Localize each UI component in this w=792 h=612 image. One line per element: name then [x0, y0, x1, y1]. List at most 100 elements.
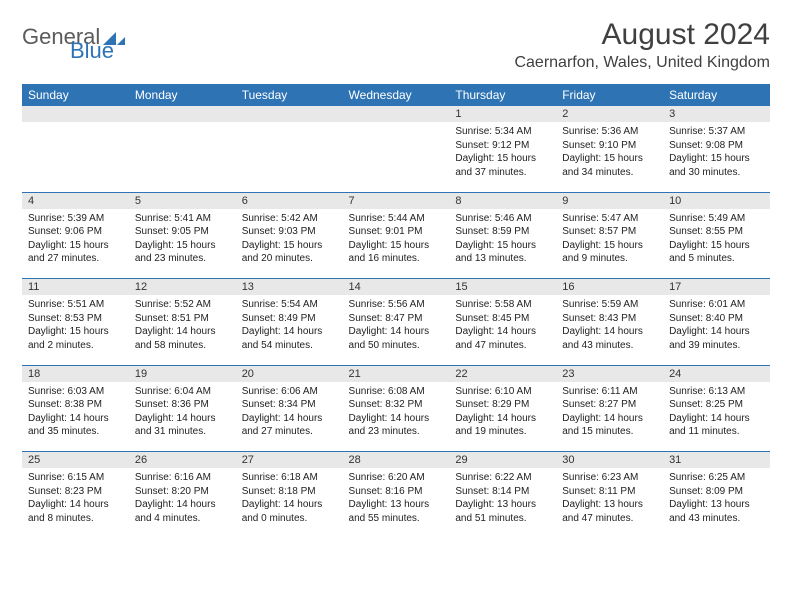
daylight-line: Daylight: 15 hours and 34 minutes.: [562, 152, 657, 179]
day-detail-cell: Sunrise: 6:13 AMSunset: 8:25 PMDaylight:…: [663, 382, 770, 452]
sunset-line: Sunset: 8:34 PM: [242, 398, 337, 412]
day-detail-cell: [129, 122, 236, 192]
day-number-cell: 19: [129, 365, 236, 382]
sunrise-line: Sunrise: 6:15 AM: [28, 471, 123, 485]
sunrise-line: Sunrise: 6:04 AM: [135, 385, 230, 399]
sunset-line: Sunset: 8:55 PM: [669, 225, 764, 239]
daylight-line: Daylight: 14 hours and 31 minutes.: [135, 412, 230, 439]
sunset-line: Sunset: 8:53 PM: [28, 312, 123, 326]
sunrise-line: Sunrise: 6:16 AM: [135, 471, 230, 485]
day-number-cell: [236, 106, 343, 122]
daylight-line: Daylight: 15 hours and 13 minutes.: [455, 239, 550, 266]
day-number-cell: 1: [449, 106, 556, 122]
day-detail-cell: Sunrise: 6:16 AMSunset: 8:20 PMDaylight:…: [129, 468, 236, 538]
logo-text-blue: Blue: [70, 38, 114, 64]
day-number-cell: 22: [449, 365, 556, 382]
day-number-cell: 6: [236, 192, 343, 209]
day-detail-cell: Sunrise: 5:54 AMSunset: 8:49 PMDaylight:…: [236, 295, 343, 365]
day-number-cell: [22, 106, 129, 122]
sunrise-line: Sunrise: 6:11 AM: [562, 385, 657, 399]
sunset-line: Sunset: 8:23 PM: [28, 485, 123, 499]
day-detail-cell: Sunrise: 5:47 AMSunset: 8:57 PMDaylight:…: [556, 209, 663, 279]
sunrise-line: Sunrise: 6:25 AM: [669, 471, 764, 485]
day-number-cell: 24: [663, 365, 770, 382]
day-number-cell: [343, 106, 450, 122]
day-number-cell: 17: [663, 279, 770, 296]
sunrise-line: Sunrise: 5:58 AM: [455, 298, 550, 312]
daylight-line: Daylight: 14 hours and 4 minutes.: [135, 498, 230, 525]
sunset-line: Sunset: 9:10 PM: [562, 139, 657, 153]
sunrise-line: Sunrise: 6:10 AM: [455, 385, 550, 399]
daylight-line: Daylight: 14 hours and 15 minutes.: [562, 412, 657, 439]
day-number-row: 18192021222324: [22, 365, 770, 382]
day-detail-row: Sunrise: 6:15 AMSunset: 8:23 PMDaylight:…: [22, 468, 770, 538]
sunset-line: Sunset: 8:36 PM: [135, 398, 230, 412]
day-number-cell: 2: [556, 106, 663, 122]
day-number-cell: 16: [556, 279, 663, 296]
day-number-cell: 13: [236, 279, 343, 296]
sunset-line: Sunset: 8:20 PM: [135, 485, 230, 499]
sunset-line: Sunset: 8:18 PM: [242, 485, 337, 499]
sunset-line: Sunset: 8:49 PM: [242, 312, 337, 326]
day-number-cell: 25: [22, 452, 129, 469]
daylight-line: Daylight: 14 hours and 43 minutes.: [562, 325, 657, 352]
sunset-line: Sunset: 8:38 PM: [28, 398, 123, 412]
day-number-cell: 3: [663, 106, 770, 122]
daylight-line: Daylight: 14 hours and 23 minutes.: [349, 412, 444, 439]
day-detail-cell: Sunrise: 5:39 AMSunset: 9:06 PMDaylight:…: [22, 209, 129, 279]
daylight-line: Daylight: 15 hours and 2 minutes.: [28, 325, 123, 352]
weekday-header: Thursday: [449, 84, 556, 106]
day-number-cell: 30: [556, 452, 663, 469]
logo: GeneralBlue: [22, 18, 125, 50]
sunset-line: Sunset: 8:51 PM: [135, 312, 230, 326]
day-number-cell: 9: [556, 192, 663, 209]
sunrise-line: Sunrise: 6:20 AM: [349, 471, 444, 485]
sunrise-line: Sunrise: 5:49 AM: [669, 212, 764, 226]
sunrise-line: Sunrise: 5:51 AM: [28, 298, 123, 312]
day-number-row: 11121314151617: [22, 279, 770, 296]
sunset-line: Sunset: 8:43 PM: [562, 312, 657, 326]
day-detail-cell: Sunrise: 5:49 AMSunset: 8:55 PMDaylight:…: [663, 209, 770, 279]
day-number-cell: 27: [236, 452, 343, 469]
daylight-line: Daylight: 14 hours and 19 minutes.: [455, 412, 550, 439]
sunset-line: Sunset: 8:45 PM: [455, 312, 550, 326]
sunrise-line: Sunrise: 5:52 AM: [135, 298, 230, 312]
daylight-line: Daylight: 14 hours and 58 minutes.: [135, 325, 230, 352]
day-detail-cell: Sunrise: 6:04 AMSunset: 8:36 PMDaylight:…: [129, 382, 236, 452]
sunrise-line: Sunrise: 5:44 AM: [349, 212, 444, 226]
daylight-line: Daylight: 15 hours and 37 minutes.: [455, 152, 550, 179]
day-number-cell: 26: [129, 452, 236, 469]
sunset-line: Sunset: 8:09 PM: [669, 485, 764, 499]
sunset-line: Sunset: 8:25 PM: [669, 398, 764, 412]
day-number-cell: [129, 106, 236, 122]
day-detail-row: Sunrise: 5:34 AMSunset: 9:12 PMDaylight:…: [22, 122, 770, 192]
day-detail-cell: Sunrise: 5:37 AMSunset: 9:08 PMDaylight:…: [663, 122, 770, 192]
sunrise-line: Sunrise: 5:46 AM: [455, 212, 550, 226]
sunrise-line: Sunrise: 5:36 AM: [562, 125, 657, 139]
sunrise-line: Sunrise: 5:42 AM: [242, 212, 337, 226]
day-number-row: 25262728293031: [22, 452, 770, 469]
day-detail-cell: [343, 122, 450, 192]
daylight-line: Daylight: 14 hours and 35 minutes.: [28, 412, 123, 439]
sunset-line: Sunset: 8:57 PM: [562, 225, 657, 239]
daylight-line: Daylight: 15 hours and 5 minutes.: [669, 239, 764, 266]
daylight-line: Daylight: 14 hours and 11 minutes.: [669, 412, 764, 439]
day-number-cell: 8: [449, 192, 556, 209]
sunset-line: Sunset: 8:16 PM: [349, 485, 444, 499]
sunrise-line: Sunrise: 5:37 AM: [669, 125, 764, 139]
day-number-cell: 5: [129, 192, 236, 209]
daylight-line: Daylight: 14 hours and 8 minutes.: [28, 498, 123, 525]
day-detail-cell: Sunrise: 5:52 AMSunset: 8:51 PMDaylight:…: [129, 295, 236, 365]
day-number-cell: 18: [22, 365, 129, 382]
daylight-line: Daylight: 14 hours and 27 minutes.: [242, 412, 337, 439]
daylight-line: Daylight: 14 hours and 39 minutes.: [669, 325, 764, 352]
day-detail-cell: Sunrise: 5:56 AMSunset: 8:47 PMDaylight:…: [343, 295, 450, 365]
sunset-line: Sunset: 9:05 PM: [135, 225, 230, 239]
day-detail-cell: Sunrise: 6:06 AMSunset: 8:34 PMDaylight:…: [236, 382, 343, 452]
daylight-line: Daylight: 15 hours and 27 minutes.: [28, 239, 123, 266]
sunrise-line: Sunrise: 5:39 AM: [28, 212, 123, 226]
sunset-line: Sunset: 8:40 PM: [669, 312, 764, 326]
sunset-line: Sunset: 8:14 PM: [455, 485, 550, 499]
sunrise-line: Sunrise: 6:06 AM: [242, 385, 337, 399]
day-number-cell: 29: [449, 452, 556, 469]
